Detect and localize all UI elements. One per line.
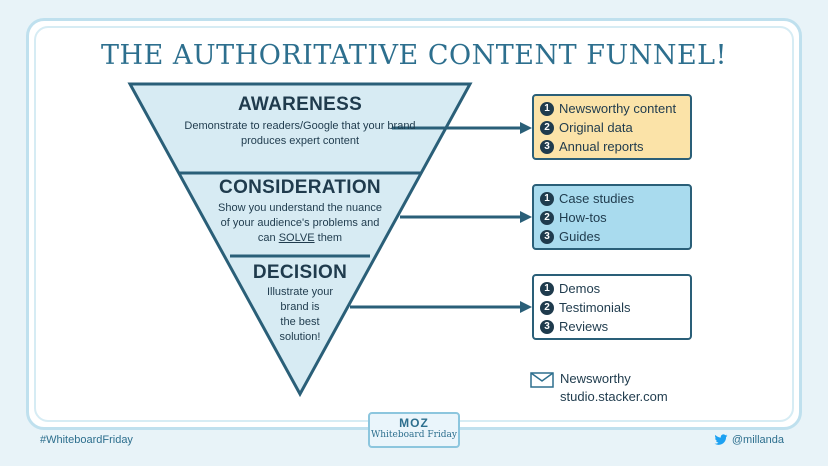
- list-item-label: Original data: [559, 120, 633, 135]
- arrowhead-awareness: [520, 122, 532, 134]
- envelope-icon: [530, 372, 554, 388]
- list-item: 1 Newsworthy content: [540, 99, 690, 118]
- hashtag[interactable]: #WhiteboardFriday: [40, 434, 133, 446]
- number-badge-icon: 2: [540, 120, 554, 135]
- list-item: 2 Testimonials: [540, 298, 690, 317]
- consideration-desc-line-2: of your audience's problems and: [220, 217, 380, 229]
- twitter-handle[interactable]: @millanda: [714, 434, 784, 446]
- list-item-label: How-tos: [559, 210, 607, 225]
- stage-consideration-heading: CONSIDERATION: [219, 177, 381, 198]
- list-item: 2 Original data: [540, 118, 690, 137]
- number-badge-icon: 1: [540, 281, 554, 296]
- number-badge-icon: 1: [540, 101, 554, 116]
- consideration-desc-line-1: Show you understand the nuance: [218, 202, 382, 214]
- list-item: 1 Case studies: [540, 189, 690, 208]
- source-line-1: Newsworthy: [560, 371, 631, 386]
- consideration-desc-pre: can: [257, 232, 279, 244]
- awareness-content-list: 1 Newsworthy content 2 Original data 3 Annu…: [532, 94, 692, 160]
- number-badge-icon: 3: [540, 139, 554, 154]
- list-item-label: Testimonials: [559, 300, 631, 315]
- list-item-label: Demos: [559, 281, 601, 296]
- consideration-desc-post: them: [314, 232, 343, 244]
- stage-awareness-desc: Demonstrate to readers/Google that your …: [160, 119, 440, 149]
- number-badge-icon: 2: [540, 210, 554, 225]
- arrowhead-decision: [520, 301, 532, 313]
- stage-decision-heading: DECISION: [252, 262, 348, 283]
- consideration-content-list: 1 Case studies 2 How-tos 3 Guides: [532, 184, 692, 250]
- consideration-desc-underlined: SOLVE: [278, 232, 315, 244]
- list-item: 2 How-tos: [540, 208, 690, 227]
- source-url[interactable]: studio.stacker.com: [560, 389, 668, 404]
- logo-wbf-text: Whiteboard Friday: [371, 430, 457, 440]
- moz-whiteboard-friday-logo: MOZ Whiteboard Friday: [368, 412, 460, 448]
- decision-desc-line-1: Illustrate your: [266, 286, 334, 298]
- number-badge-icon: 1: [540, 191, 554, 206]
- twitter-bird-icon: [714, 434, 728, 445]
- funnel-shape: [127, 82, 473, 398]
- number-badge-icon: 3: [540, 229, 554, 244]
- list-item-label: Newsworthy content: [559, 101, 677, 116]
- stage-consideration-desc: Show you understand the nuance of your a…: [190, 201, 410, 246]
- list-item: 3 Annual reports: [540, 137, 690, 156]
- list-item-label: Annual reports: [559, 139, 644, 154]
- arrowhead-consideration: [520, 211, 532, 223]
- number-badge-icon: 2: [540, 300, 554, 315]
- decision-desc-line-3: the best: [280, 316, 320, 328]
- consideration-desc-line-3: can SOLVE them: [190, 231, 410, 246]
- list-item-label: Guides: [559, 229, 601, 244]
- twitter-handle-text: @millanda: [731, 434, 784, 446]
- stage-awareness-heading: AWARENESS: [237, 94, 363, 115]
- diagram-title: THE AUTHORITATIVE CONTENT FUNNEL!: [101, 40, 727, 71]
- list-item-label: Case studies: [559, 191, 635, 206]
- stage-decision-desc: Illustrate your brand is the best soluti…: [240, 285, 360, 345]
- list-item-label: Reviews: [559, 319, 609, 334]
- awareness-desc-line-1: Demonstrate to readers/Google that your …: [184, 120, 416, 132]
- decision-desc-line-2: brand is: [280, 301, 320, 313]
- list-item: 1 Demos: [540, 279, 690, 298]
- decision-desc-line-4: solution!: [279, 331, 321, 343]
- number-badge-icon: 3: [540, 319, 554, 334]
- awareness-desc-line-2: produces expert content: [240, 135, 360, 147]
- decision-content-list: 1 Demos 2 Testimonials 3 Reviews: [532, 274, 692, 340]
- logo-moz-text: MOZ: [399, 416, 429, 430]
- list-item: 3 Reviews: [540, 317, 690, 336]
- list-item: 3 Guides: [540, 227, 690, 246]
